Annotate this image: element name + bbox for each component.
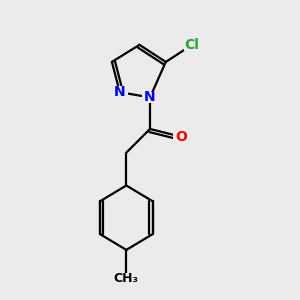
Text: N: N <box>144 90 156 104</box>
Text: Cl: Cl <box>184 38 200 52</box>
Text: CH₃: CH₃ <box>114 272 139 285</box>
Bar <box>184 39 200 51</box>
Bar <box>111 86 128 98</box>
Bar <box>115 273 138 285</box>
Text: O: O <box>176 130 188 144</box>
Bar <box>142 92 158 103</box>
Text: N: N <box>114 85 126 99</box>
Bar <box>173 131 190 142</box>
